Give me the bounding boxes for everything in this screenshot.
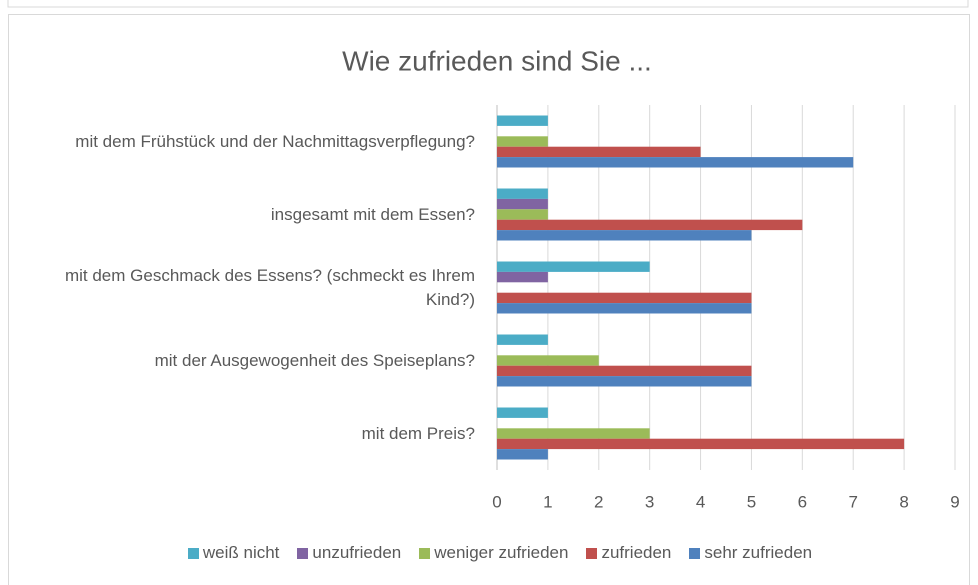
previous-frame [7, 0, 969, 8]
bar [497, 209, 548, 220]
y-tick-label: insgesamt mit dem Essen? [270, 204, 475, 224]
bar [497, 407, 548, 418]
y-tick-label: mit der Ausgewogenheit des Speiseplans? [154, 350, 475, 370]
bar [497, 146, 701, 158]
x-tick-label: 0 [492, 492, 501, 511]
legend-swatch [187, 547, 199, 559]
bar [497, 428, 650, 439]
bar [497, 292, 752, 304]
legend-label: sehr zufrieden [704, 543, 813, 562]
bar [497, 261, 650, 272]
bar [497, 230, 752, 241]
bar [497, 376, 752, 387]
bar [497, 271, 548, 283]
x-tick-label: 5 [747, 492, 756, 511]
legend-item: unzufrieden [297, 543, 401, 563]
x-tick-label: 7 [848, 492, 857, 511]
legend-swatch [297, 547, 309, 559]
bar [497, 365, 752, 377]
bar [497, 188, 548, 199]
bar [497, 198, 548, 210]
bar [497, 449, 548, 460]
x-tick-label: 4 [696, 492, 705, 511]
legend-item: weniger zufrieden [419, 543, 568, 563]
x-tick-label: 1 [543, 492, 552, 511]
legend-item: zufrieden [586, 543, 671, 563]
bar [497, 219, 803, 231]
bar [497, 438, 905, 450]
bar [497, 157, 854, 168]
legend-swatch [586, 547, 598, 559]
y-tick-label: mit dem Preis? [361, 423, 475, 443]
x-tick-label: 3 [645, 492, 654, 511]
x-tick-label: 6 [798, 492, 807, 511]
y-tick-label: mit dem Frühstück und der Nachmittagsver… [75, 131, 475, 151]
bar [497, 136, 548, 147]
x-tick-label: 9 [950, 492, 959, 511]
legend-label: weiß nicht [202, 543, 280, 562]
bar [497, 334, 548, 345]
legend-item: weiß nicht [187, 543, 280, 563]
legend-swatch [419, 547, 431, 559]
x-tick-label: 8 [899, 492, 908, 511]
legend: weiß nicht unzufrieden weniger zufrieden zu… [0, 543, 978, 563]
bar [497, 303, 752, 314]
legend-swatch [689, 547, 701, 559]
legend-label: zufrieden [601, 543, 672, 562]
y-tick-label: mit dem Geschmack des Essens? (schmeckt … [64, 265, 475, 309]
bar [497, 115, 548, 126]
legend-label: unzufrieden [312, 543, 402, 562]
bar [497, 355, 599, 366]
chart-frame [8, 14, 970, 585]
legend-item: sehr zufrieden [689, 543, 812, 563]
chart-title: Wie zufrieden sind Sie ... [342, 45, 652, 76]
x-tick-label: 2 [594, 492, 603, 511]
legend-label: weniger zufrieden [434, 543, 569, 562]
